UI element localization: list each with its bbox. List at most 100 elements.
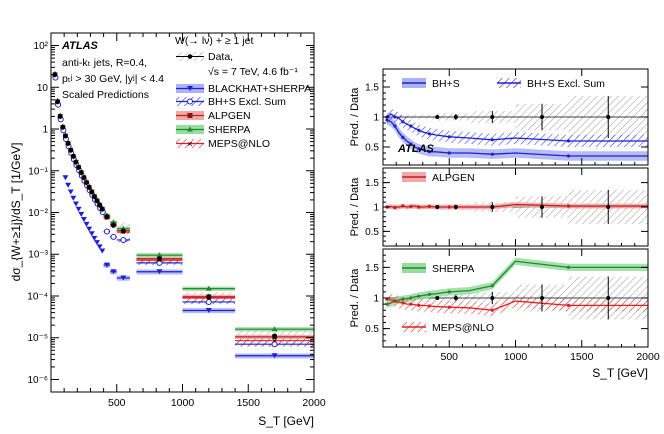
ratio-model-point	[566, 139, 571, 143]
cuts-annotation: pₜʲ > 30 GeV, |yʲ| < 4.4	[62, 73, 164, 85]
legend-sherpa-marker	[176, 125, 204, 134]
scaled-predictions-annotation: Scaled Predictions	[62, 89, 149, 101]
spectrum-y-tick-label: 10⁻²	[28, 208, 48, 219]
ratio-data-point	[435, 115, 440, 119]
ratio-bhs-legend-label: BH+S	[432, 78, 460, 90]
ratio-alpgen-content	[383, 189, 648, 225]
ratio-model-point	[490, 138, 494, 142]
ratio-model-point	[393, 115, 397, 119]
spectrum-model-marker	[205, 298, 212, 305]
ratio-model-line	[386, 113, 648, 142]
ratio-x-tick-label: 500	[440, 351, 458, 363]
data-point	[63, 133, 68, 139]
spectrum-y-tick-label: 10	[37, 83, 49, 94]
ratio-data-point	[606, 205, 611, 209]
spectrum-bhs-low-marker	[96, 244, 103, 250]
spectrum-x-tick-label: 1000	[171, 397, 195, 409]
data-uncertainty-band	[116, 222, 130, 229]
data-point	[97, 202, 103, 208]
ratio-data-point	[606, 296, 611, 300]
data-point	[99, 206, 105, 212]
spectrum-mark-layer: ×××××××××××××××××××××××××	[51, 70, 314, 359]
legend-data-marker	[176, 52, 204, 61]
spectrum-model-marker	[271, 326, 278, 332]
data-point	[78, 170, 84, 176]
ratio-panel-sherpa: 0.5 1 1.5 500 1000 1500 2000 SHERPA MEPS@NLO P…	[349, 248, 660, 380]
ratio-model-point	[447, 290, 451, 294]
ratio-model-point	[401, 135, 405, 139]
ratio-model-point	[566, 154, 571, 158]
spectrum-bhs-low-marker	[86, 226, 93, 232]
ratio-y-tick-label: 1	[373, 203, 379, 214]
ratio-x-axis-label: S_T [GeV]	[592, 366, 648, 380]
ratio-model-point	[427, 150, 431, 154]
ratio-model-point	[393, 299, 397, 303]
legend-sherpa-label: SHERPA	[208, 124, 250, 136]
data-point	[86, 184, 92, 190]
ratio-data-point	[490, 296, 495, 300]
ratio-model-point	[401, 120, 405, 124]
ratio-model-line	[386, 119, 648, 157]
ratio-model-point	[447, 205, 451, 209]
data-point	[57, 114, 63, 119]
spectrum-axes: 10⁻⁶ 10⁻⁵ 10⁻⁴ 10⁻³ 10⁻² 10⁻¹ 1 10 10² 500 1000 150…	[27, 33, 326, 409]
ratio-model-point	[427, 204, 431, 209]
ratio-alpgen-legend-label: ALPGEN	[432, 172, 475, 184]
spectrum-bhs-low-marker	[70, 195, 77, 201]
spectrum-bhs-low-marker	[80, 216, 87, 222]
ratio-model-point	[447, 305, 451, 309]
legend-title: W(→ lν) + ≥ 1 jet	[175, 35, 253, 47]
ratio-y-tick-label: 0.5	[365, 227, 379, 238]
spectrum-y-tick-label: 10⁻³	[28, 250, 48, 261]
data-point	[206, 294, 212, 300]
ratio-data-point	[435, 205, 440, 209]
data-point	[84, 180, 89, 186]
ratio-sherpa-legend-label: SHERPA	[432, 263, 474, 275]
svg-text:×: ×	[187, 139, 192, 149]
data-point	[76, 165, 82, 170]
data-point	[55, 99, 60, 105]
legend-bhs-label: BLACKHAT+SHERPA	[208, 83, 311, 95]
spectrum-bhs-low-marker	[94, 240, 101, 246]
legend-alpgen-marker	[176, 111, 204, 120]
spectrum-x-axis-label: S_T [GeV]	[258, 414, 314, 428]
ratio-data-point	[540, 205, 544, 209]
ratio-model-point	[566, 265, 571, 269]
ratio-sherpa-content	[383, 257, 648, 320]
spectrum-bhs-low-marker	[72, 201, 79, 207]
spectrum-model-marker	[110, 219, 117, 225]
spectrum-panel: ××××××××××××××××××××××××× 10⁻⁶10⁻⁵10⁻⁴10…	[9, 32, 326, 428]
ratio-data-point	[490, 115, 495, 119]
ratio-model-point	[427, 132, 431, 136]
spectrum-bhs-low-marker	[78, 211, 85, 217]
legend-alpgen-label: ALPGEN	[208, 110, 251, 122]
ratio-model-point	[409, 302, 413, 306]
ratio-model-point	[401, 204, 405, 208]
ratio-alpgen-y-axis-label: Pred. / Data	[349, 177, 361, 237]
spectrum-y-tick-label: 10⁻⁵	[27, 333, 48, 344]
ratio-model-point	[393, 124, 397, 128]
spectrum-model-marker	[120, 275, 127, 281]
spectrum-bhs-low-marker	[62, 175, 69, 181]
spectrum-model-marker	[110, 233, 117, 240]
data-point	[91, 194, 97, 200]
legend-bhs-marker	[176, 84, 204, 93]
ratio-model-point	[490, 308, 494, 312]
spectrum-model-marker	[205, 307, 212, 313]
ratio-model-point	[447, 151, 451, 155]
ratio-alpgen-axes: 0.5 1 1.5	[365, 168, 648, 246]
spectrum-x-tick-label: 2000	[302, 397, 326, 409]
spectrum-model-marker	[120, 236, 127, 243]
ratio-model-point	[490, 152, 494, 156]
spectrum-model-marker	[205, 285, 212, 291]
ratio-y-tick-label: 1.5	[365, 83, 379, 94]
data-point	[104, 214, 110, 219]
ratio-y-tick-label: 0.5	[365, 143, 379, 154]
spectrum-bhs-low-marker	[99, 248, 106, 254]
legend-data-sub-label: √s = 7 TeV, 4.6 fb⁻¹	[208, 66, 298, 78]
ratio-data-point	[540, 115, 544, 119]
data-point	[68, 147, 74, 153]
legend-meps-label: MEPS@NLO	[208, 138, 270, 150]
ratio-model-point	[401, 301, 405, 305]
ratio-model-point	[417, 147, 421, 151]
